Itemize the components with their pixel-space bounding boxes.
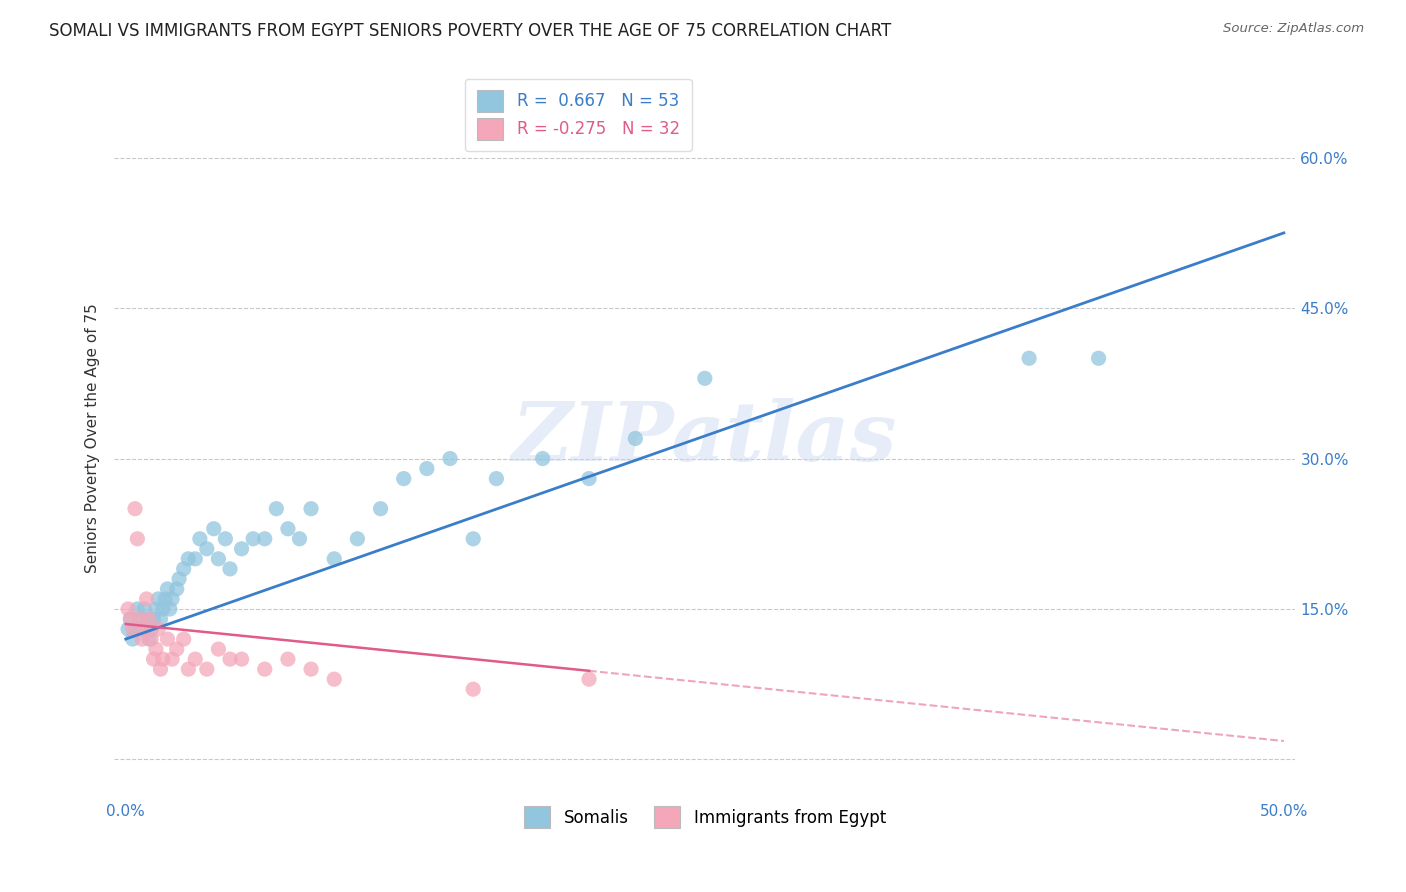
Point [141, 632, 163, 646]
Point [135, 591, 157, 606]
Point [141, 622, 163, 636]
Point [152, 652, 174, 666]
Point [148, 622, 170, 636]
Point [160, 591, 183, 606]
Point [138, 612, 160, 626]
Point [152, 602, 174, 616]
Point [127, 602, 149, 616]
Point [463, 532, 485, 546]
Point [124, 622, 146, 636]
Point [207, 642, 229, 657]
Point [370, 501, 392, 516]
Point [578, 472, 600, 486]
Point [195, 662, 218, 676]
Point [485, 472, 508, 486]
Point [149, 662, 172, 676]
Point [195, 541, 218, 556]
Text: SOMALI VS IMMIGRANTS FROM EGYPT SENIORS POVERTY OVER THE AGE OF 75 CORRELATION C: SOMALI VS IMMIGRANTS FROM EGYPT SENIORS … [49, 22, 891, 40]
Point [184, 652, 207, 666]
Point [142, 652, 165, 666]
Point [177, 551, 200, 566]
Point [1087, 351, 1109, 366]
Point [159, 602, 181, 616]
Point [299, 662, 322, 676]
Point [156, 582, 179, 596]
Point [288, 532, 311, 546]
Point [134, 602, 156, 616]
Point [231, 652, 253, 666]
Point [131, 632, 153, 646]
Point [184, 551, 207, 566]
Point [117, 602, 139, 616]
Point [253, 532, 276, 546]
Point [392, 472, 415, 486]
Point [120, 612, 142, 626]
Point [624, 432, 647, 446]
Point [253, 662, 276, 676]
Point [117, 622, 139, 636]
Point [120, 612, 142, 626]
Point [173, 632, 195, 646]
Point [149, 612, 172, 626]
Point [219, 652, 242, 666]
Point [131, 622, 153, 636]
Point [142, 612, 165, 626]
Point [277, 522, 299, 536]
Point [242, 532, 264, 546]
Point [207, 551, 229, 566]
Point [156, 632, 179, 646]
Point [277, 652, 299, 666]
Point [1018, 351, 1040, 366]
Point [167, 572, 190, 586]
Point [121, 622, 143, 636]
Point [134, 622, 156, 636]
Point [202, 522, 225, 536]
Point [173, 562, 195, 576]
Point [135, 612, 157, 626]
Point [416, 461, 439, 475]
Point [153, 591, 176, 606]
Text: Source: ZipAtlas.com: Source: ZipAtlas.com [1223, 22, 1364, 36]
Point [138, 632, 160, 646]
Point [323, 672, 346, 686]
Point [266, 501, 288, 516]
Point [121, 632, 143, 646]
Point [323, 551, 346, 566]
Point [231, 541, 253, 556]
Point [188, 532, 211, 546]
Point [127, 532, 149, 546]
Point [124, 501, 146, 516]
Point [346, 532, 368, 546]
Y-axis label: Seniors Poverty Over the Age of 75: Seniors Poverty Over the Age of 75 [86, 303, 100, 574]
Point [145, 602, 167, 616]
Point [299, 501, 322, 516]
Point [148, 591, 170, 606]
Point [166, 642, 188, 657]
Point [463, 682, 485, 697]
Point [439, 451, 461, 466]
Point [531, 451, 554, 466]
Point [128, 612, 150, 626]
Point [160, 652, 183, 666]
Point [177, 662, 200, 676]
Point [128, 612, 150, 626]
Text: ZIPatlas: ZIPatlas [512, 399, 897, 478]
Point [214, 532, 236, 546]
Legend: Somalis, Immigrants from Egypt: Somalis, Immigrants from Egypt [517, 800, 893, 835]
Point [693, 371, 716, 385]
Point [219, 562, 242, 576]
Point [578, 672, 600, 686]
Point [166, 582, 188, 596]
Point [145, 642, 167, 657]
